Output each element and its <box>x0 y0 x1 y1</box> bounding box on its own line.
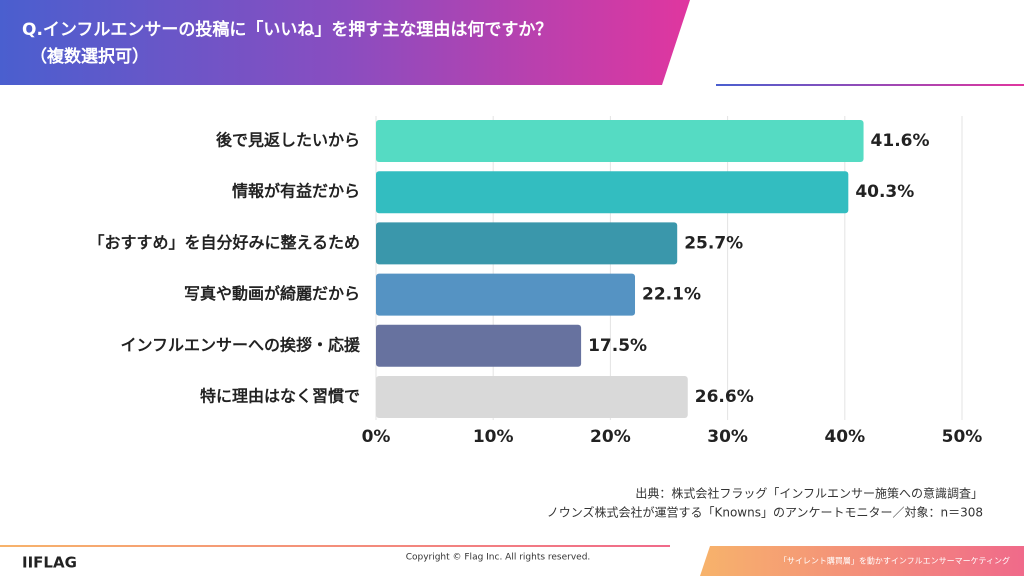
bar <box>376 171 849 214</box>
value-label: 40.3% <box>855 182 914 202</box>
bar <box>376 120 864 162</box>
y-tick-label: 写真や動画が綺麗だから <box>184 284 360 303</box>
value-label: 25.7% <box>684 233 743 253</box>
x-tick-label: 30% <box>707 427 748 447</box>
x-tick-label: 40% <box>824 427 865 447</box>
y-tick-label: インフルエンサーへの挨拶・応援 <box>120 335 361 354</box>
logo: IIFLAG <box>22 554 77 572</box>
tagline: 「サイレント購買層」を動かすインフルエンサーマーケティング <box>779 556 1010 566</box>
value-label: 41.6% <box>871 131 930 151</box>
bar <box>376 376 688 418</box>
footer-band <box>700 546 1024 576</box>
x-tick-label: 50% <box>942 427 983 447</box>
y-tick-label: 「おすすめ」を自分好みに整えるため <box>88 233 360 252</box>
source-line: ノウンズ株式会社が運営する「Knowns」のアンケートモニター／対象：n＝308 <box>547 505 983 520</box>
value-label: 22.1% <box>642 285 701 305</box>
x-tick-label: 20% <box>590 427 631 447</box>
copyright: Copyright © Flag Inc. All rights reserve… <box>406 553 591 563</box>
bar <box>376 273 636 316</box>
source-line: 出典：株式会社フラッグ「インフルエンサー施策への意識調査」 <box>635 486 983 501</box>
x-tick-label: 10% <box>473 427 514 447</box>
y-tick-label: 特に理由はなく習慣で <box>200 387 360 406</box>
chart-title: Q.インフルエンサーの投稿に「いいね」を押す主な理由は何ですか？ <box>22 19 552 40</box>
plot: 0% 10% 20% 30% 40% 50% 後で見返したいから 41.6% 情報が有益だから 4… <box>88 116 982 447</box>
x-tick-label: 0% <box>362 427 391 447</box>
y-tick-label: 情報が有益だから <box>232 182 360 201</box>
value-label: 26.6% <box>695 387 754 407</box>
y-tick-label: 後で見返したいから <box>216 131 360 150</box>
title-banner <box>0 0 690 85</box>
footer-rule <box>0 545 670 547</box>
bar <box>376 324 582 367</box>
title-rule <box>716 84 1024 86</box>
chart-subtitle: （複数選択可） <box>30 46 149 67</box>
value-label: 17.5% <box>588 336 647 356</box>
bar <box>376 222 678 265</box>
